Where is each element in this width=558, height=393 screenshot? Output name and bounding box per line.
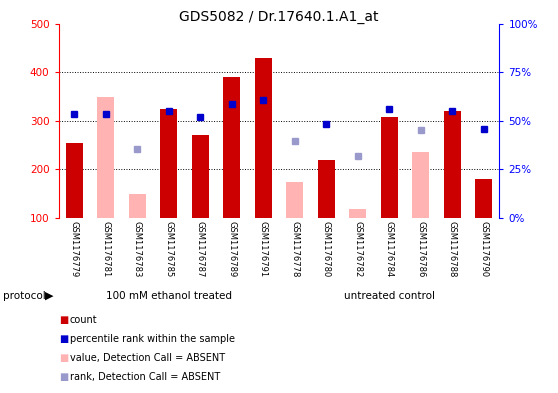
Text: GSM1176784: GSM1176784 — [384, 221, 394, 277]
Bar — [160, 109, 177, 218]
Bar — [412, 152, 429, 218]
Bar — [66, 143, 83, 218]
Text: value, Detection Call = ABSENT: value, Detection Call = ABSENT — [70, 353, 225, 363]
Text: percentile rank within the sample: percentile rank within the sample — [70, 334, 235, 344]
Text: ■: ■ — [60, 315, 69, 325]
Text: GSM1176779: GSM1176779 — [70, 221, 79, 277]
Text: count: count — [70, 315, 98, 325]
Text: GDS5082 / Dr.17640.1.A1_at: GDS5082 / Dr.17640.1.A1_at — [179, 10, 379, 24]
Text: ■: ■ — [60, 372, 69, 382]
Text: GSM1176788: GSM1176788 — [448, 221, 456, 277]
Text: GSM1176791: GSM1176791 — [259, 221, 268, 277]
Text: GSM1176790: GSM1176790 — [479, 221, 488, 277]
Bar — [475, 179, 492, 218]
Bar — [318, 160, 335, 218]
Text: protocol: protocol — [3, 291, 46, 301]
Bar — [97, 97, 114, 218]
Text: GSM1176782: GSM1176782 — [353, 221, 362, 277]
Bar — [223, 77, 240, 218]
Text: GSM1176780: GSM1176780 — [322, 221, 331, 277]
Text: GSM1176781: GSM1176781 — [102, 221, 110, 277]
Text: ■: ■ — [60, 353, 69, 363]
Text: untreated control: untreated control — [344, 291, 435, 301]
Bar — [129, 194, 146, 218]
Text: 100 mM ethanol treated: 100 mM ethanol treated — [106, 291, 232, 301]
Bar — [191, 136, 209, 218]
Bar — [286, 182, 304, 218]
Text: GSM1176785: GSM1176785 — [164, 221, 174, 277]
Text: GSM1176789: GSM1176789 — [227, 221, 236, 277]
Text: GSM1176786: GSM1176786 — [416, 221, 425, 277]
Bar — [381, 118, 398, 218]
Text: GSM1176778: GSM1176778 — [290, 221, 299, 277]
Text: ▶: ▶ — [45, 291, 53, 301]
Text: GSM1176783: GSM1176783 — [133, 221, 142, 277]
Text: GSM1176787: GSM1176787 — [196, 221, 205, 277]
Text: ■: ■ — [60, 334, 69, 344]
Text: rank, Detection Call = ABSENT: rank, Detection Call = ABSENT — [70, 372, 220, 382]
Bar — [444, 111, 461, 218]
Bar — [349, 209, 367, 218]
Bar — [254, 58, 272, 218]
